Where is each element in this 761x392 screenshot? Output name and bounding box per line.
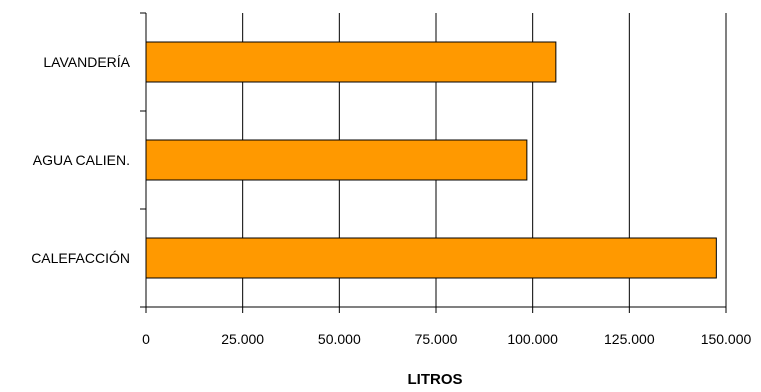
x-tick-label-2: 50.000 [318,331,361,347]
category-label-2: CALEFACCIÓN [31,250,130,266]
axes [140,12,727,313]
category-label-1: AGUA CALIEN. [33,152,130,168]
category-label-0: LAVANDERÍA [43,54,130,70]
bar-0 [145,41,557,83]
x-tick-label-5: 125.000 [604,331,655,347]
x-tick-label-3: 75.000 [415,331,458,347]
x-tick-label-1: 25.000 [221,331,264,347]
x-tick-labels: 0 25.000 50.000 75.000 100.000 125.000 150.000 [142,331,751,347]
x-tick-label-0: 0 [142,331,150,347]
bar-2 [145,237,717,279]
x-tick-label-6: 150.000 [701,331,752,347]
category-labels: LAVANDERÍA AGUA CALIEN. CALEFACCIÓN [31,54,130,266]
x-axis-title: LITROS [408,371,463,388]
x-tick-label-4: 100.000 [507,331,558,347]
bar-1 [145,139,528,181]
bars [145,41,717,279]
